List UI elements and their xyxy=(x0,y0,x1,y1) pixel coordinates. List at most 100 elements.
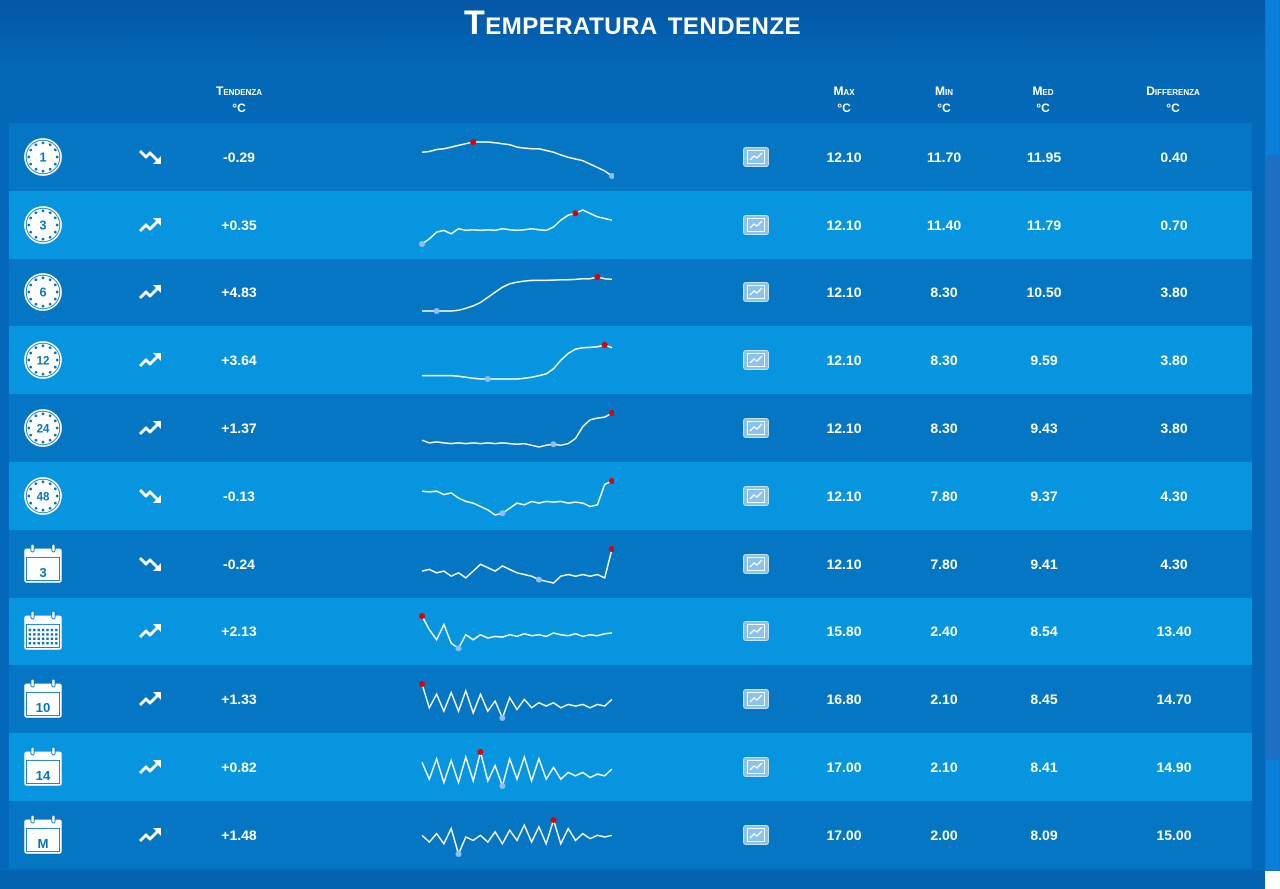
table-row: 6 +4.83 12.10 8.30 10.50 3.80 xyxy=(9,258,1252,327)
chart-icon[interactable] xyxy=(743,214,769,235)
tendenza-value: +3.64 xyxy=(221,352,257,369)
tendenza-value: +2.13 xyxy=(221,623,257,640)
sparkline xyxy=(414,801,614,869)
header-tendenza-label: Tendenza xyxy=(216,84,262,98)
sparkline-path xyxy=(421,480,613,516)
min-value: 7.80 xyxy=(930,555,958,572)
chart-icon[interactable] xyxy=(743,757,769,778)
calendar-icon: 10 xyxy=(9,665,77,733)
chart-button[interactable] xyxy=(739,733,773,801)
chart-icon[interactable] xyxy=(743,418,769,439)
tendenza-value: -0.24 xyxy=(223,555,255,572)
tendenza-value: -0.13 xyxy=(223,487,255,504)
differenza-value: 14.70 xyxy=(1156,691,1192,708)
table-row: 48 -0.13 12.10 7.80 9.37 4.30 xyxy=(9,461,1252,530)
clock-icon: 24 xyxy=(9,394,77,462)
table-row: 3 +0.35 12.10 11.40 11.79 0.70 xyxy=(9,190,1252,259)
header-med-unit: °C xyxy=(1036,101,1050,115)
sparkline-max-marker xyxy=(470,138,477,145)
differenza-value: 13.40 xyxy=(1156,623,1192,640)
min-value: 11.70 xyxy=(926,148,962,165)
sparkline-min-marker xyxy=(419,240,425,247)
sparkline-path xyxy=(421,751,613,789)
med-value: 11.79 xyxy=(1026,216,1062,233)
chart-button[interactable] xyxy=(739,123,773,191)
sparkline-path xyxy=(421,817,613,857)
period-label: 1 xyxy=(39,151,46,165)
min-value: 8.30 xyxy=(930,352,958,369)
chart-button[interactable] xyxy=(739,326,773,394)
page-title: Temperatura tendenze xyxy=(463,4,802,42)
min-value: 11.40 xyxy=(926,216,962,233)
differenza-value: 0.40 xyxy=(1160,148,1188,165)
max-value: 16.80 xyxy=(826,691,862,708)
sparkline-path xyxy=(421,141,613,177)
trend-down-icon xyxy=(129,462,173,530)
chart-icon[interactable] xyxy=(743,282,769,303)
max-value: 12.10 xyxy=(826,352,862,369)
sparkline xyxy=(414,598,614,666)
clock-icon: 12 xyxy=(9,326,77,394)
max-value: 12.10 xyxy=(826,216,862,233)
chart-icon[interactable] xyxy=(743,553,769,574)
table-row: 12 +3.64 12.10 8.30 9.59 3.80 xyxy=(9,326,1252,395)
chart-button[interactable] xyxy=(739,394,773,462)
scrollbar-thumb[interactable] xyxy=(1266,0,1279,155)
trend-up-icon xyxy=(129,191,173,259)
vertical-scrollbar[interactable] xyxy=(1265,0,1280,889)
horizontal-scrollbar[interactable] xyxy=(0,871,1265,889)
chart-button[interactable] xyxy=(739,598,773,666)
sparkline xyxy=(414,733,614,801)
sparkline-max-marker xyxy=(550,816,557,823)
table-row: 1 -0.29 12.10 11.70 11.95 0.40 xyxy=(9,123,1252,191)
chart-icon[interactable] xyxy=(743,621,769,642)
sparkline-path xyxy=(421,548,613,584)
sparkline-max-marker xyxy=(609,410,614,417)
min-value: 8.30 xyxy=(930,420,958,437)
chart-button[interactable] xyxy=(739,259,773,327)
calendar-icon: 3 xyxy=(9,530,77,598)
sparkline-path xyxy=(421,684,613,721)
tendenza-value: +4.83 xyxy=(221,284,257,301)
trend-up-icon xyxy=(129,326,173,394)
sparkline-max-marker xyxy=(419,681,425,688)
trend-up-icon xyxy=(129,259,173,327)
period-label: 3 xyxy=(39,565,46,580)
sparkline-path xyxy=(422,276,613,313)
table-row: 10 +1.33 16.80 2.10 8.45 14.70 xyxy=(9,665,1252,734)
sparkline-max-marker xyxy=(609,545,614,552)
sparkline-path xyxy=(421,208,613,245)
chart-icon[interactable] xyxy=(743,350,769,371)
sparkline-min-marker xyxy=(609,172,614,179)
scrollbar-thumb-lower[interactable] xyxy=(1266,760,1279,870)
chart-button[interactable] xyxy=(739,462,773,530)
sparkline-max-marker xyxy=(477,749,484,756)
sparkline xyxy=(414,462,614,530)
chart-button[interactable] xyxy=(739,665,773,733)
chart-icon[interactable] xyxy=(743,146,769,167)
chart-icon[interactable] xyxy=(743,689,769,710)
min-value: 8.30 xyxy=(930,284,958,301)
tendenza-value: -0.29 xyxy=(223,148,255,165)
med-value: 9.43 xyxy=(1030,420,1058,437)
trend-up-icon xyxy=(129,665,173,733)
chart-button[interactable] xyxy=(739,191,773,259)
chart-icon[interactable] xyxy=(743,485,769,506)
chart-button[interactable] xyxy=(739,801,773,869)
header-min-label: Min xyxy=(935,84,953,98)
trend-up-icon xyxy=(129,733,173,801)
table-row: M +1.48 17.00 2.00 8.09 15.00 xyxy=(9,800,1252,869)
differenza-value: 14.90 xyxy=(1156,759,1192,776)
min-value: 2.10 xyxy=(930,691,958,708)
max-value: 17.00 xyxy=(826,759,862,776)
max-value: 12.10 xyxy=(826,555,862,572)
sparkline xyxy=(414,259,614,327)
sparkline xyxy=(414,123,614,191)
header-med: Med °C xyxy=(1013,83,1073,117)
header-med-label: Med xyxy=(1032,84,1054,98)
chart-button[interactable] xyxy=(739,530,773,598)
max-value: 12.10 xyxy=(826,284,862,301)
header-differenza: Differenza °C xyxy=(1128,83,1218,117)
chart-icon[interactable] xyxy=(743,824,769,845)
sparkline-min-marker xyxy=(535,576,542,583)
